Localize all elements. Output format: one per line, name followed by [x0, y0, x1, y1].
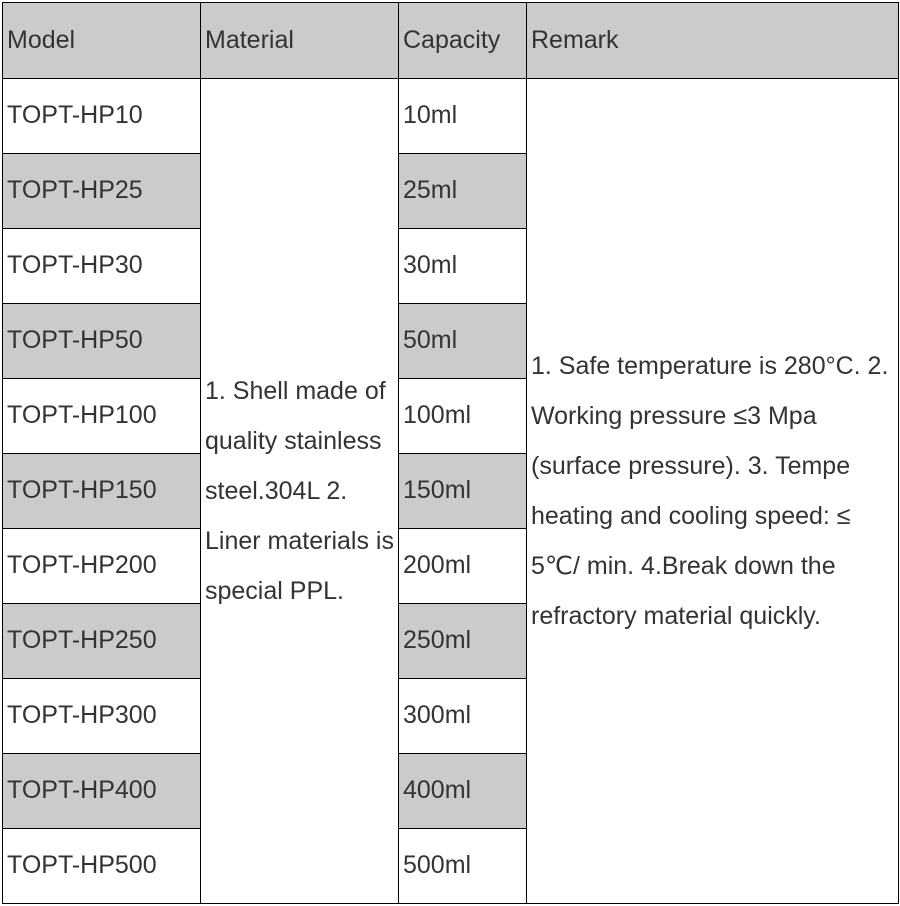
cell-model: TOPT-HP30 [3, 229, 201, 304]
cell-model: TOPT-HP100 [3, 379, 201, 454]
table-header-row: Model Material Capacity Remark [3, 3, 899, 79]
cell-material: 1. Shell made of quality stainless steel… [201, 79, 399, 904]
table-body: TOPT-HP10 1. Shell made of quality stain… [3, 79, 899, 904]
col-header-capacity: Capacity [399, 3, 527, 79]
cell-capacity: 50ml [399, 304, 527, 379]
cell-capacity: 300ml [399, 679, 527, 754]
cell-model: TOPT-HP150 [3, 454, 201, 529]
cell-model: TOPT-HP400 [3, 754, 201, 829]
col-header-model: Model [3, 3, 201, 79]
cell-model: TOPT-HP500 [3, 829, 201, 904]
cell-capacity: 25ml [399, 154, 527, 229]
cell-model: TOPT-HP50 [3, 304, 201, 379]
cell-model: TOPT-HP300 [3, 679, 201, 754]
cell-capacity: 500ml [399, 829, 527, 904]
cell-capacity: 30ml [399, 229, 527, 304]
cell-model: TOPT-HP10 [3, 79, 201, 154]
cell-capacity: 10ml [399, 79, 527, 154]
cell-model: TOPT-HP250 [3, 604, 201, 679]
cell-model: TOPT-HP25 [3, 154, 201, 229]
cell-capacity: 250ml [399, 604, 527, 679]
col-header-material: Material [201, 3, 399, 79]
cell-model: TOPT-HP200 [3, 529, 201, 604]
cell-capacity: 100ml [399, 379, 527, 454]
table-row: TOPT-HP10 1. Shell made of quality stain… [3, 79, 899, 154]
cell-capacity: 200ml [399, 529, 527, 604]
cell-capacity: 400ml [399, 754, 527, 829]
cell-remark: 1. Safe temperature is 280°C. 2. Working… [527, 79, 899, 904]
col-header-remark: Remark [527, 3, 899, 79]
cell-capacity: 150ml [399, 454, 527, 529]
spec-table: Model Material Capacity Remark TOPT-HP10… [2, 2, 899, 904]
